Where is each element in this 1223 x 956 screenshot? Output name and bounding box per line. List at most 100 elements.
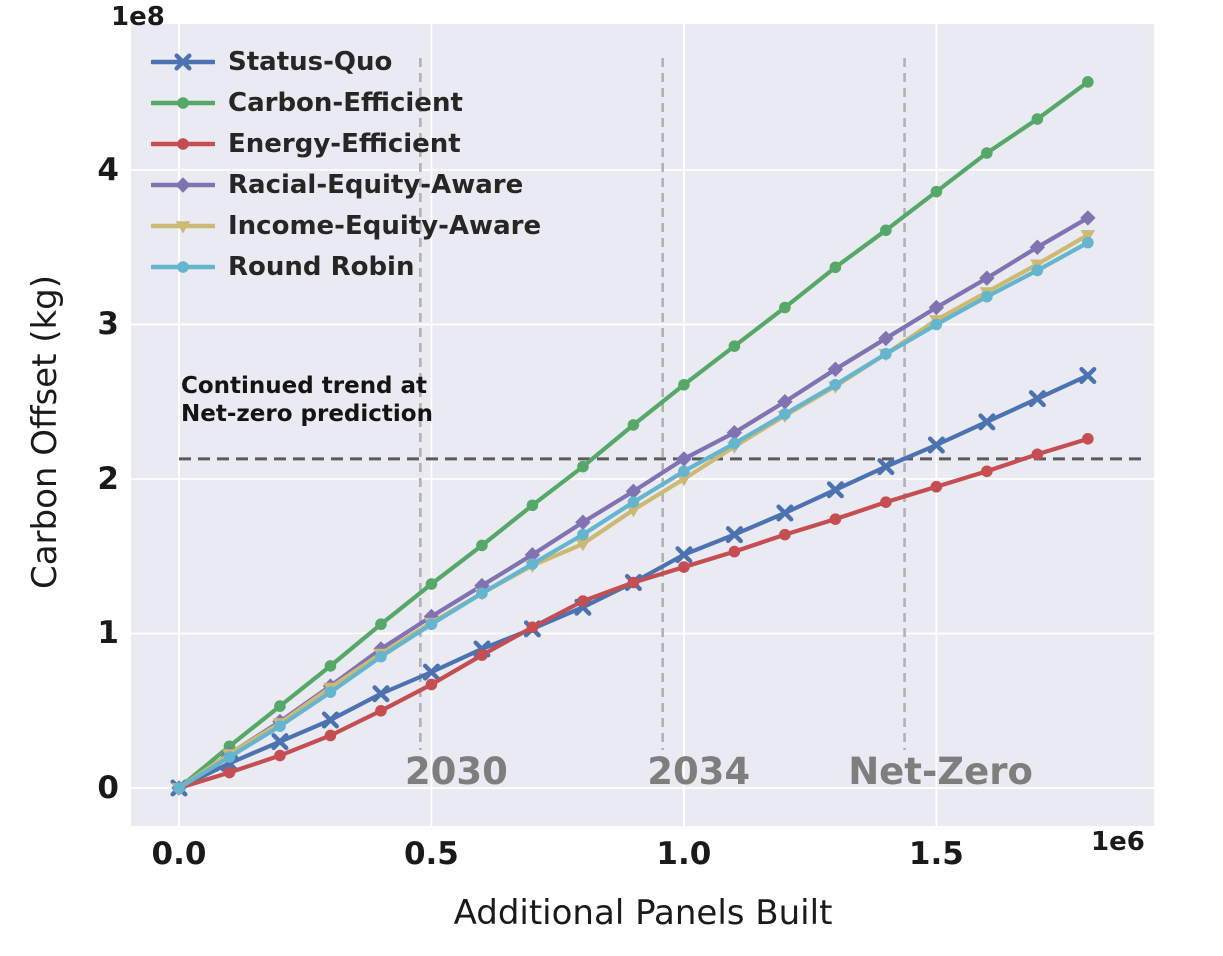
- data-point-marker: [372, 685, 390, 703]
- data-point-marker: [880, 496, 892, 508]
- legend-marker-circle-icon: [151, 260, 215, 273]
- data-point-marker: [375, 704, 387, 717]
- legend-label-status-quo: Status-Quo: [228, 46, 393, 77]
- data-point-marker: [526, 499, 539, 512]
- data-point-marker: [927, 436, 945, 454]
- y-tick-2: 2: [97, 460, 119, 497]
- data-point-marker: [626, 505, 641, 518]
- legend-item-carbon-efficient: Carbon-Efficient: [151, 82, 541, 123]
- data-point-marker: [675, 546, 693, 564]
- data-point-marker: [476, 649, 488, 661]
- legend-marker-x-icon: [151, 53, 215, 70]
- data-point-marker: [274, 700, 286, 712]
- data-point-marker: [627, 419, 640, 431]
- data-point-marker: [575, 539, 591, 552]
- data-point-marker: [271, 733, 289, 751]
- data-point-marker: [575, 514, 591, 530]
- x-tick-1.0: 1.0: [656, 836, 712, 872]
- data-point-marker: [1082, 76, 1094, 88]
- legend-item-status-quo: Status-Quo: [151, 41, 541, 82]
- data-point-marker: [1028, 390, 1046, 408]
- data-point-marker: [676, 451, 692, 467]
- legend-item-round-robin: Round Robin: [151, 246, 541, 287]
- data-point-marker: [981, 290, 993, 303]
- legend-item-racial-equity-aware: Racial-Equity-Aware: [151, 164, 541, 205]
- data-point-marker: [979, 270, 995, 286]
- data-point-marker: [577, 595, 589, 607]
- data-point-marker: [928, 299, 945, 316]
- data-point-marker: [1082, 433, 1094, 445]
- y-tick-3: 3: [97, 306, 119, 343]
- data-point-marker: [880, 348, 892, 360]
- data-point-marker: [223, 751, 236, 763]
- data-point-marker: [173, 782, 185, 794]
- series-round-robin: [173, 236, 1094, 794]
- x-tick-0.0: 0.0: [151, 836, 207, 872]
- data-point-marker: [1031, 448, 1044, 461]
- data-point-marker: [930, 480, 943, 493]
- x-tick-0.5: 0.5: [403, 836, 459, 872]
- data-point-marker: [1080, 230, 1096, 243]
- legend-marker-circle-icon: [151, 96, 215, 109]
- data-point-marker: [779, 528, 791, 541]
- data-point-marker: [880, 224, 892, 237]
- data-point-marker: [1079, 366, 1097, 384]
- data-point-marker: [930, 318, 943, 331]
- series-energy-efficient: [173, 433, 1094, 794]
- data-point-marker: [678, 465, 690, 478]
- data-point-marker: [678, 378, 690, 391]
- data-point-marker: [827, 361, 844, 378]
- data-point-marker: [678, 561, 690, 573]
- vline-label-net-zero: Net-Zero: [848, 750, 1033, 793]
- legend-item-energy-efficient: Energy-Efficient: [151, 123, 541, 164]
- data-point-marker: [223, 740, 236, 753]
- legend-marker-triangle-down-icon: [151, 220, 215, 233]
- data-point-marker: [375, 650, 387, 663]
- data-point-marker: [324, 686, 337, 699]
- legend-label-racial-equity-aware: Racial-Equity-Aware: [228, 169, 524, 200]
- x-tick-1.5: 1.5: [908, 836, 964, 872]
- legend-label-carbon-efficient: Carbon-Efficient: [228, 87, 463, 118]
- data-point-marker: [826, 481, 844, 499]
- data-point-marker: [577, 528, 589, 541]
- data-point-marker: [324, 729, 337, 742]
- data-point-marker: [1031, 113, 1044, 125]
- data-point-marker: [425, 618, 438, 631]
- data-point-marker: [177, 137, 189, 150]
- data-point-marker: [476, 587, 488, 600]
- data-point-marker: [274, 749, 286, 762]
- data-point-marker: [829, 261, 842, 274]
- vline-label-2030: 2030: [404, 750, 508, 793]
- x-axis-label: Additional Panels Built: [453, 893, 833, 933]
- hline-annotation: Continued trend at Net-zero prediction: [181, 372, 433, 428]
- legend-label-round-robin: Round Robin: [228, 251, 415, 282]
- data-point-marker: [577, 460, 589, 473]
- data-point-marker: [878, 330, 894, 347]
- data-point-marker: [476, 539, 488, 552]
- legend: Status-Quo Carbon-Efficient Energy-Efficie…: [151, 41, 541, 287]
- data-point-marker: [779, 408, 791, 420]
- data-point-marker: [526, 558, 539, 570]
- data-point-marker: [425, 578, 438, 590]
- data-point-marker: [627, 576, 640, 589]
- x-axis-offset-text: 1e6: [1091, 827, 1145, 857]
- data-point-marker: [321, 711, 339, 729]
- legend-marker-circle-icon: [151, 137, 215, 150]
- y-tick-0: 0: [97, 769, 119, 806]
- data-point-marker: [1031, 264, 1044, 277]
- data-point-marker: [1080, 210, 1096, 226]
- data-point-marker: [728, 437, 741, 450]
- y-tick-4: 4: [97, 152, 119, 188]
- data-point-marker: [175, 220, 191, 233]
- data-point-marker: [981, 147, 993, 159]
- data-point-marker: [728, 545, 741, 558]
- vline-label-2034: 2034: [647, 750, 751, 793]
- data-point-marker: [174, 53, 192, 70]
- data-point-marker: [726, 424, 743, 441]
- data-point-marker: [175, 176, 191, 193]
- legend-label-income-equity-aware: Income-Equity-Aware: [228, 210, 542, 241]
- data-point-marker: [177, 96, 189, 109]
- data-point-marker: [524, 547, 541, 563]
- y-axis-label: Carbon Offset (kg): [25, 274, 65, 590]
